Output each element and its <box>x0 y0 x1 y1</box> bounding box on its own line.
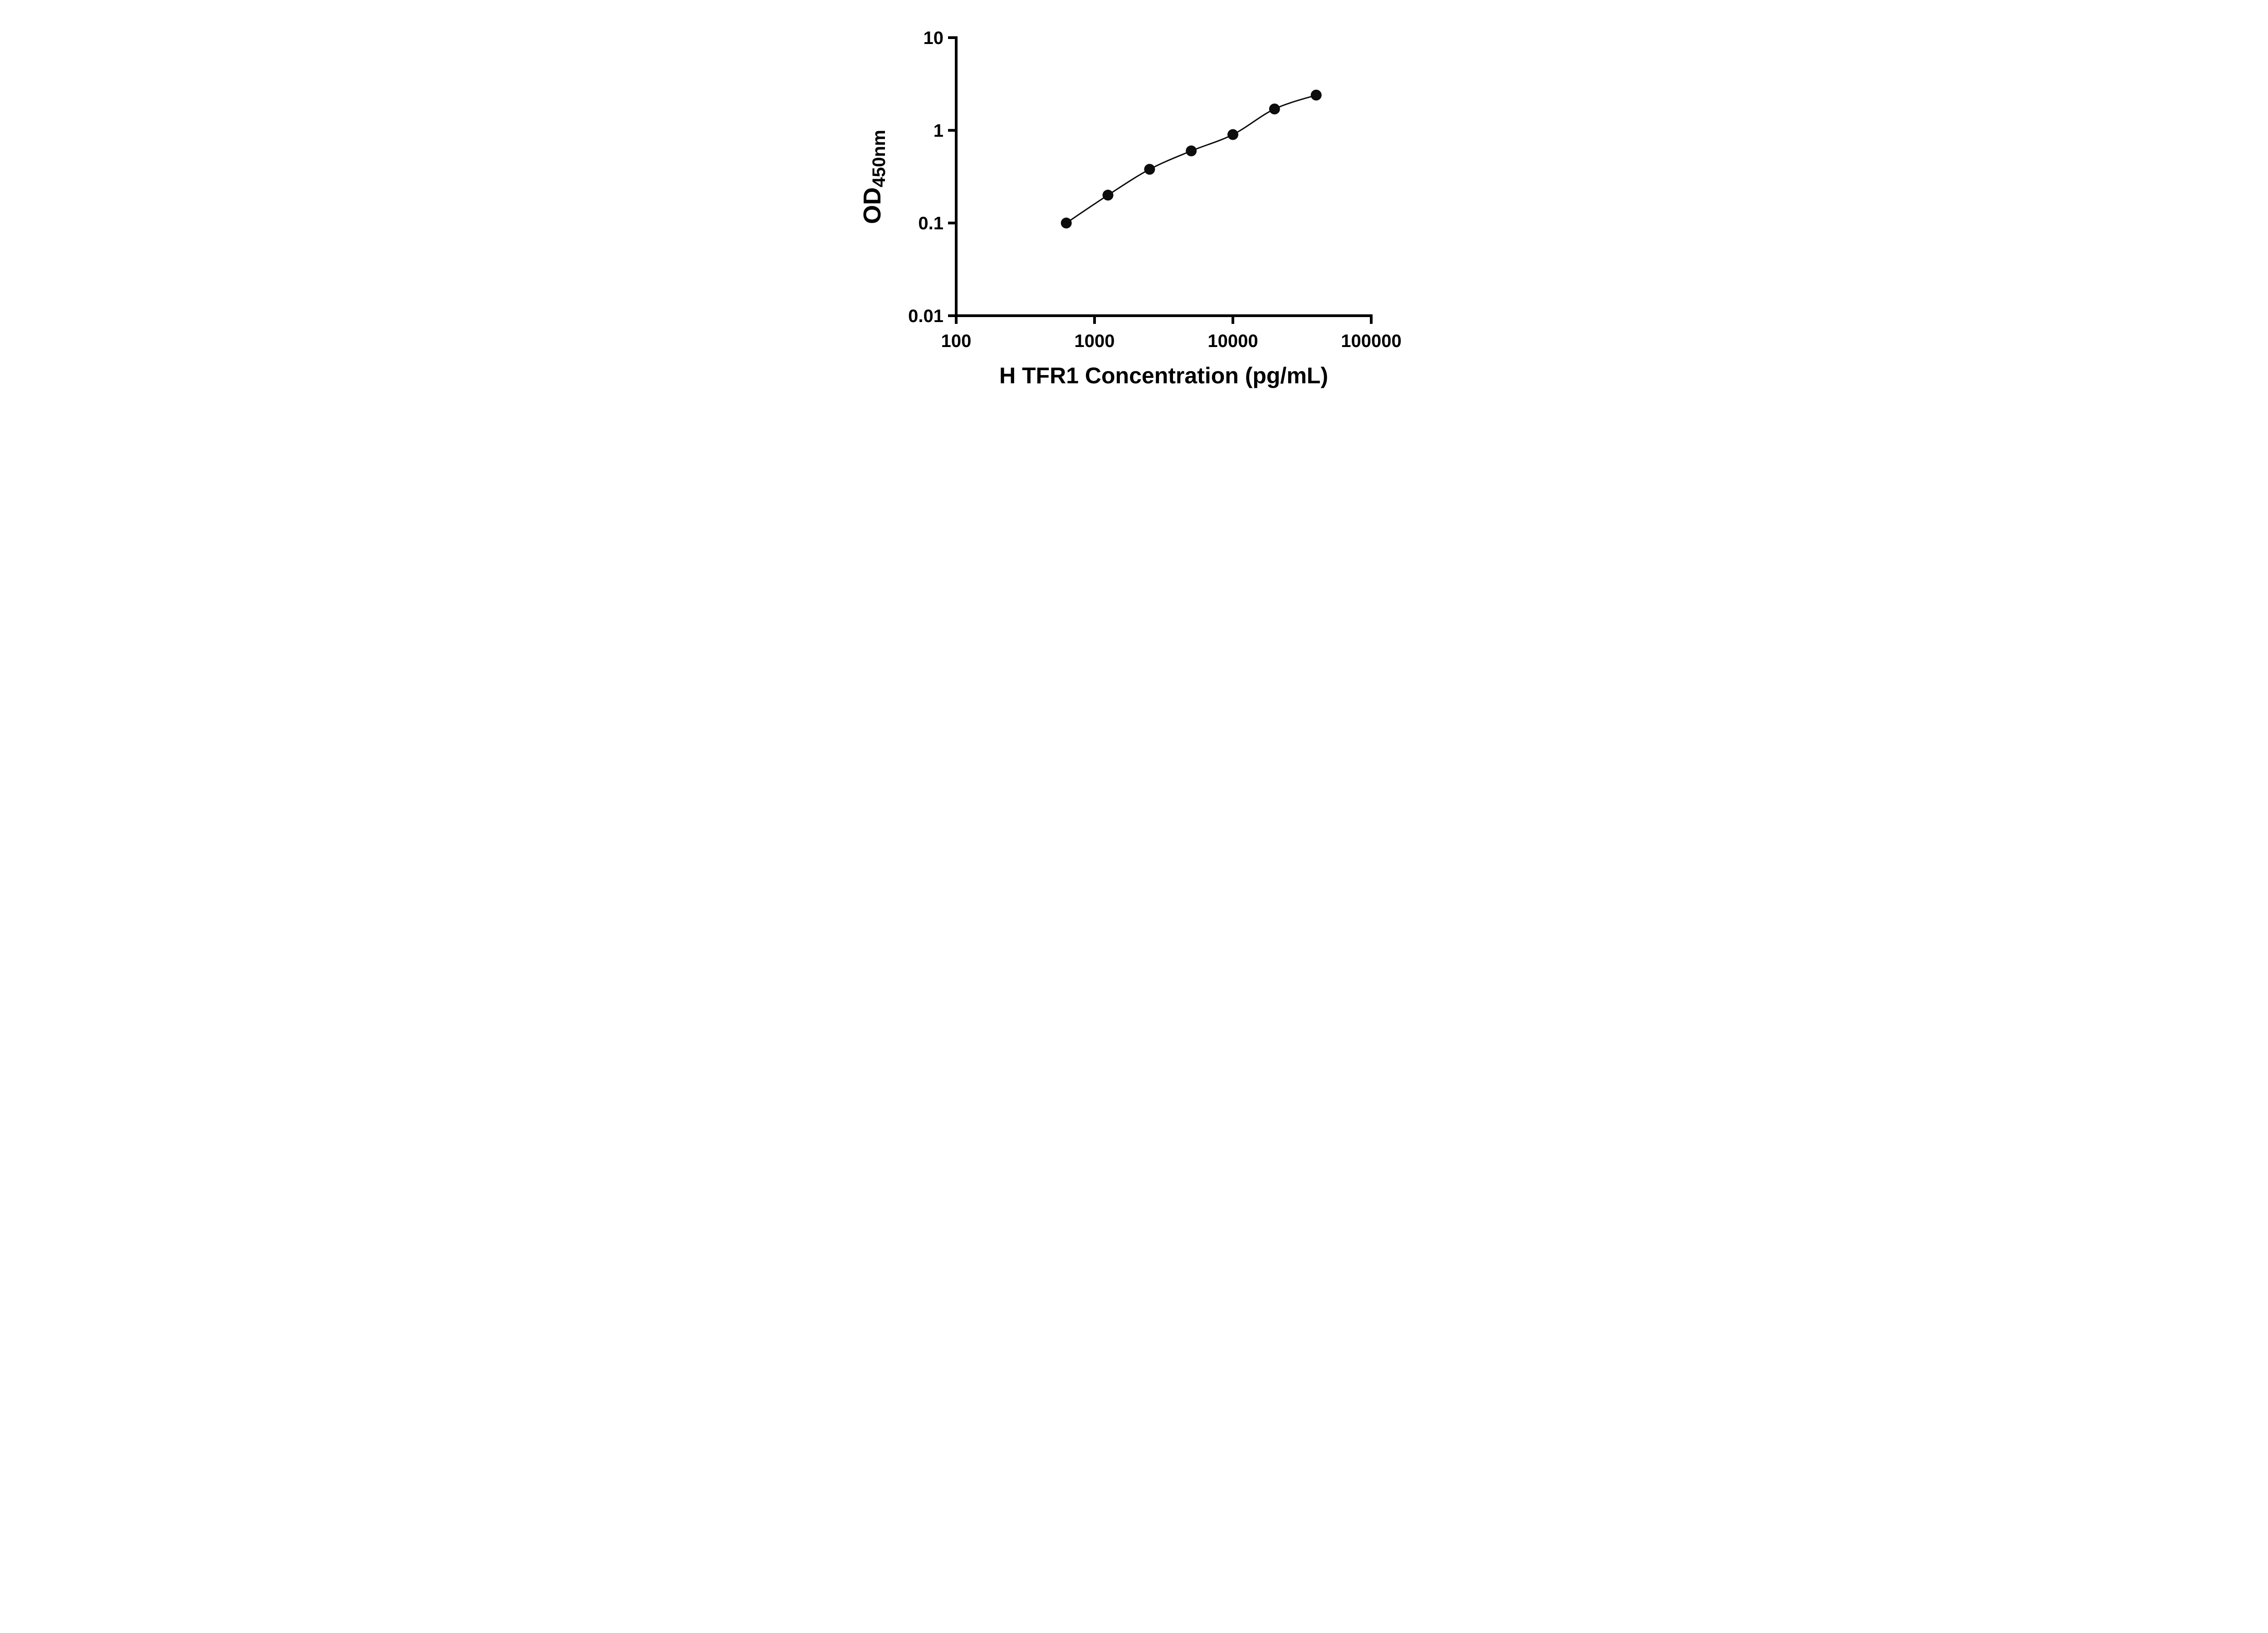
x-tick-label: 10000 <box>1207 331 1258 351</box>
standard-curve-line <box>1066 94 1316 224</box>
data-point <box>1310 89 1322 101</box>
y-tick-label: 10 <box>923 28 943 48</box>
data-point <box>1227 129 1238 140</box>
elisa-standard-curve-figure: 100 1000 10000 100000 10 1 0.1 0.01 H TFR1 Conce… <box>842 0 1426 408</box>
x-axis-title: H TFR1 Concentration (pg/mL) <box>999 363 1328 388</box>
y-axis-title-sub: 450nm <box>869 130 889 187</box>
x-tick-label: 100 <box>941 331 971 351</box>
data-point <box>1269 103 1280 115</box>
standard-curve-chart: 100 1000 10000 100000 10 1 0.1 0.01 H TFR1 Conce… <box>859 28 1402 388</box>
data-point <box>1061 217 1072 229</box>
data-point <box>1144 164 1155 175</box>
data-point <box>1102 190 1114 201</box>
y-axis-title: OD450nm <box>859 130 889 224</box>
y-axis-title-main: OD <box>859 187 886 224</box>
x-tick-label: 1000 <box>1074 331 1114 351</box>
y-tick-label: 0.1 <box>918 214 943 234</box>
x-tick-label: 100000 <box>1341 331 1401 351</box>
y-tick-label: 1 <box>933 121 943 141</box>
y-tick-label: 0.01 <box>908 306 943 326</box>
data-point <box>1185 145 1197 156</box>
